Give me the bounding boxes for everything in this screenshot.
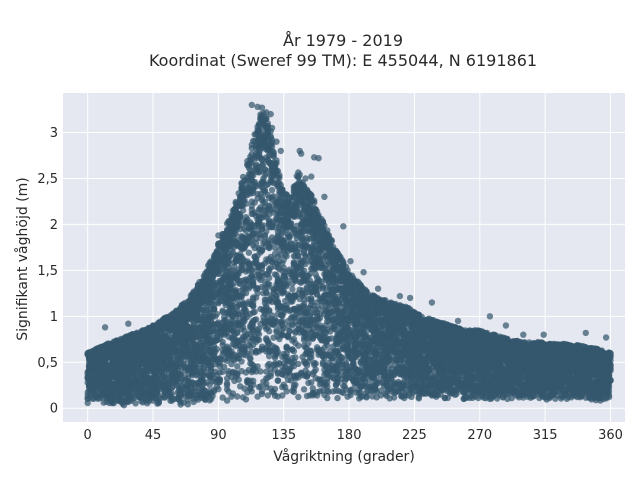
data-point: [295, 394, 301, 400]
data-point: [304, 374, 310, 380]
data-point: [304, 393, 310, 399]
data-point: [246, 250, 252, 256]
data-point: [272, 245, 278, 251]
data-point: [265, 362, 271, 368]
data-point: [249, 203, 255, 209]
data-point: [257, 383, 263, 389]
chart-title-line-2: Koordinat (Sweref 99 TM): E 455044, N 61…: [149, 51, 537, 70]
data-point: [305, 380, 311, 386]
data-point: [262, 297, 268, 303]
data-point: [272, 251, 278, 257]
chart-title-line-1: År 1979 - 2019: [283, 31, 403, 50]
data-point: [301, 386, 307, 392]
data-point: [339, 389, 345, 395]
data-point: [289, 286, 295, 292]
